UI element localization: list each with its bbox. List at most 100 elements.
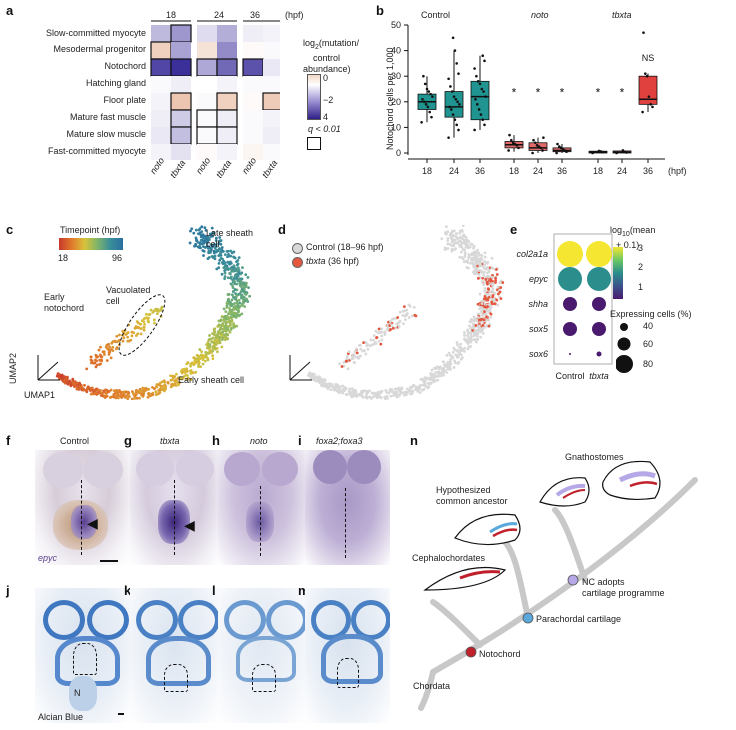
data-point [420,120,423,124]
notochord-outline [337,658,359,688]
umap-cell [147,320,150,324]
umap-cell [136,321,140,325]
umap-cell [193,362,197,365]
umap-cell [470,256,474,260]
head-left-lobe [136,452,174,486]
row-label: Mesodermal progenitor [53,44,146,54]
umap-cell [393,387,397,391]
umap-cell [480,254,484,257]
umap-cell [243,299,247,303]
umap-cell [380,338,384,342]
significance-star: * [512,86,517,100]
umap-cell [483,289,487,293]
umap-cell [463,338,467,342]
data-point [452,95,456,98]
umap-cell [153,321,156,325]
panel-f-title: Control [60,436,90,446]
umap-cell [123,396,127,399]
midline-dashes [81,480,82,555]
umap-cell [152,309,156,313]
umap-cell [407,303,411,307]
umap-cell [315,375,318,379]
umap-cell [99,389,102,392]
arrowhead-icon: ◀ [184,517,195,533]
data-point [541,149,544,152]
umap-cell [463,349,466,353]
umap-cell [223,275,227,278]
umap-cell [412,306,416,309]
umap-cell [188,241,192,245]
heatmap-cell [217,25,237,42]
umap-cell [235,295,238,298]
umap-cell [395,395,399,399]
umap-cell [335,389,339,393]
umap-cell [396,316,400,319]
umap-cell [248,294,252,298]
umap-cell [340,365,344,368]
umap-cell [465,266,469,269]
data-point [532,138,535,142]
umap-cell [207,237,211,240]
umap-cell [466,239,470,243]
umap-cell [375,336,378,340]
data-point [477,108,481,111]
umap-cell [359,354,362,358]
umap-cell [206,346,209,350]
umap-cell [460,237,464,241]
timepoint-36: 36 [250,10,261,20]
umap-cell [433,366,437,370]
umap-cell [102,389,105,393]
umap-cell [370,391,374,395]
umap-cell [459,240,463,243]
umap-cell [450,249,454,253]
umap-cell [173,383,176,386]
data-point [565,150,568,154]
umap-cell [427,385,431,388]
umap-cell [220,246,224,249]
data-point [473,67,476,70]
panel-f-stain: epyc [38,553,58,563]
umap-cell [410,314,414,318]
umap-cell [349,357,353,361]
tree-branch-gnath [552,507,588,583]
umap-cell [427,377,431,381]
umap-cell [203,234,207,238]
umap-cell [66,382,70,386]
umap-cell [470,258,474,262]
umap-cell [455,232,458,235]
umap-cell [319,383,323,387]
umap-cell [388,388,392,392]
umap-cell [441,360,445,364]
umap-cell [463,252,467,256]
umap-cell [334,383,338,386]
umap-cell [83,383,86,387]
panel-f-label: f [6,433,11,448]
umap-cell [236,262,240,266]
umap-cell [93,358,97,362]
heatmap-cell [170,58,192,77]
umap-cell [224,335,228,339]
umap-cell [154,307,158,311]
umap-cell [442,373,445,377]
umap-cell [208,343,212,346]
umap-cell [72,383,76,387]
umap-cell [350,387,354,391]
umap-cell [202,249,206,253]
umap-cell [110,341,114,345]
umap-cell [66,375,69,379]
heatmap [150,20,280,160]
umap-cell [142,328,146,332]
ancestor-notochord [492,528,518,538]
y-tick-label: 10 [391,122,401,132]
log-title-offset: + 0.1) [616,239,640,250]
data-point [517,146,520,150]
umap-cell [214,236,218,240]
umap-cell [377,391,381,394]
gene-label: sox6 [529,349,548,359]
umap-cell [408,388,412,392]
data-point [428,110,431,114]
umap-cell [149,394,153,397]
umap-cell [109,388,113,392]
umap-cell [482,297,486,301]
umap-cell [360,391,364,394]
